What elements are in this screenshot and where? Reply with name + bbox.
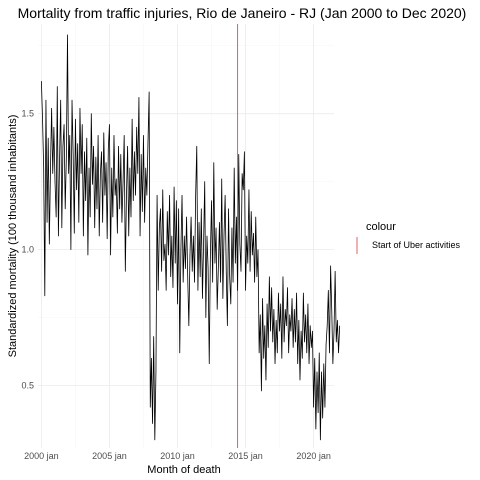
x-tick-label: 2020 jan (296, 451, 331, 461)
tick-labels: 2000 jan 2005 jan 2010 jan 2015 jan 2020 jan… (21, 109, 330, 461)
legend-label-uber: Start of Uber activities (372, 240, 461, 250)
legend-title: colour (366, 221, 396, 233)
y-tick-label: 1.0 (21, 245, 34, 255)
x-tick-label: 2015 jan (228, 451, 263, 461)
series-layer (41, 34, 341, 441)
legend: colour Start of Uber activities (356, 221, 461, 254)
x-axis-label: Month of death (147, 464, 220, 476)
y-tick-label: 1.5 (21, 109, 34, 119)
y-tick-label: 0.5 (21, 380, 34, 390)
x-tick-label: 2000 jan (24, 451, 59, 461)
chart-title: Mortality from traffic injuries, Rio de … (18, 5, 467, 21)
x-tick-label: 2010 jan (160, 451, 195, 461)
x-tick-label: 2005 jan (92, 451, 127, 461)
y-axis-label: Standardized mortality (100 thousand inh… (7, 115, 19, 358)
mortality-series-line (41, 34, 341, 441)
